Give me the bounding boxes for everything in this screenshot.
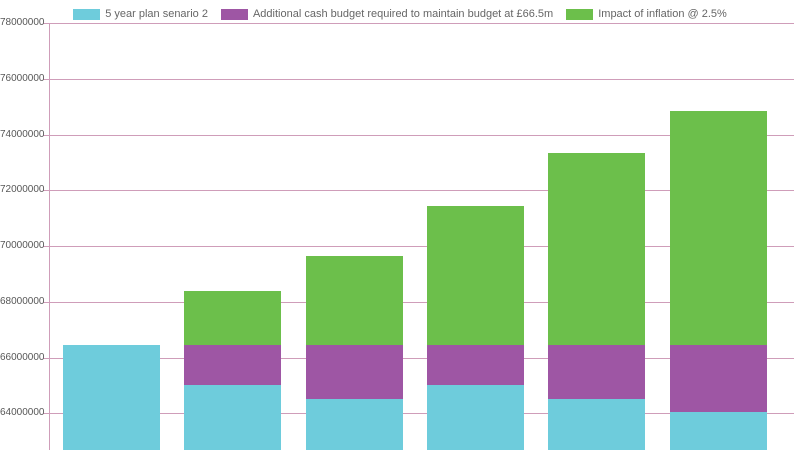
y-axis-tick-mark [43, 23, 49, 24]
legend-item-scenario[interactable]: 5 year plan senario 2 [73, 8, 208, 20]
bar-6-segment-inflation[interactable] [670, 111, 767, 345]
bar-2-segment-scenario[interactable] [184, 385, 281, 450]
bar-3-segment-inflation[interactable] [306, 255, 403, 345]
gridline [49, 79, 794, 80]
gridline [49, 190, 794, 191]
chart-legend: 5 year plan senario 2 Additional cash bu… [0, 6, 800, 22]
bar-4-segment-scenario[interactable] [427, 385, 524, 450]
y-axis-line [49, 23, 50, 450]
gridline [49, 358, 794, 359]
legend-swatch-additional-cash-icon [220, 8, 248, 20]
bar-6-segment-additional-cash[interactable] [670, 345, 767, 412]
bar-5-segment-inflation[interactable] [548, 152, 645, 345]
y-axis-label: 78000000 [0, 17, 45, 28]
y-axis-label: 68000000 [0, 296, 45, 307]
y-axis-tick-mark [43, 135, 49, 136]
y-axis-label: 74000000 [0, 129, 45, 140]
bar-4-segment-inflation[interactable] [427, 205, 524, 346]
bar-5-segment-scenario[interactable] [548, 399, 645, 450]
legend-label-inflation: Impact of inflation @ 2.5% [598, 8, 727, 20]
bar-2-segment-inflation[interactable] [184, 290, 281, 345]
y-axis-tick-mark [43, 246, 49, 247]
y-axis-tick-mark [43, 79, 49, 80]
legend-item-additional-cash[interactable]: Additional cash budget required to maint… [220, 8, 554, 20]
bar-2-segment-additional-cash[interactable] [184, 345, 281, 386]
bar-4-segment-additional-cash[interactable] [427, 345, 524, 386]
y-axis-label: 64000000 [0, 407, 45, 418]
y-axis-label: 76000000 [0, 73, 45, 84]
legend-label-additional-cash: Additional cash budget required to maint… [252, 8, 554, 20]
gridline [49, 246, 794, 247]
gridline [49, 135, 794, 136]
y-axis-tick-mark [43, 302, 49, 303]
gridline [49, 23, 794, 24]
bar-3-segment-additional-cash[interactable] [306, 345, 403, 400]
gridline [49, 302, 794, 303]
y-axis-label: 66000000 [0, 352, 45, 363]
y-axis-label: 72000000 [0, 184, 45, 195]
y-axis-tick-mark [43, 413, 49, 414]
legend-swatch-inflation-icon [566, 8, 594, 20]
bar-3-segment-scenario[interactable] [306, 399, 403, 450]
bar-1-segment-scenario[interactable] [63, 345, 160, 450]
gridline [49, 413, 794, 414]
bar-6-segment-scenario[interactable] [670, 411, 767, 450]
bar-5-segment-additional-cash[interactable] [548, 345, 645, 400]
legend-label-scenario: 5 year plan senario 2 [105, 8, 208, 20]
legend-item-inflation[interactable]: Impact of inflation @ 2.5% [566, 8, 727, 20]
y-axis-label: 70000000 [0, 240, 45, 251]
y-axis-tick-mark [43, 358, 49, 359]
legend-swatch-scenario-icon [73, 8, 101, 20]
y-axis-tick-mark [43, 190, 49, 191]
